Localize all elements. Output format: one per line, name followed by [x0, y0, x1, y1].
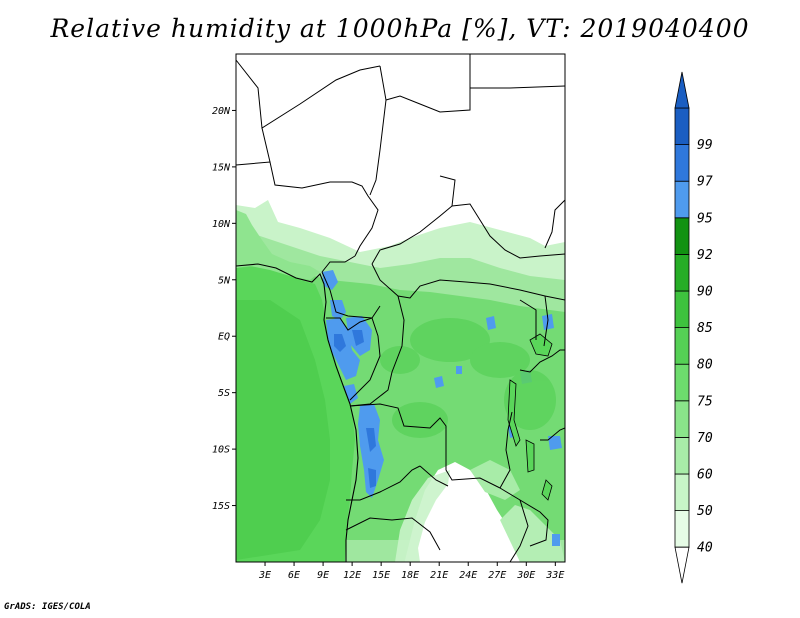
colorbar-label: 50 [697, 504, 713, 519]
lon-tick-label: 3E [258, 570, 271, 581]
west-coast-humid [236, 210, 320, 280]
humidity-field [236, 54, 565, 562]
lat-tick-label: 15N [212, 162, 231, 173]
map-frame [235, 53, 566, 563]
light-south-ring [395, 470, 450, 562]
colorbar-label: 90 [697, 285, 713, 300]
lon-tick-label: 24E [459, 570, 477, 581]
ocean-dark-patch [236, 300, 330, 560]
colorbar-swatch [674, 436, 690, 475]
colorbar: 40 50 60 70 75 80 85 90 92 95 97 99 [674, 71, 713, 584]
se-lighter-zone [470, 460, 520, 500]
colorbar-max-arrow [674, 71, 690, 109]
lat-tick-label: 10N [212, 219, 231, 230]
colorbar-swatch [674, 327, 690, 365]
colorbar-label: 75 [697, 394, 713, 409]
colorbar-swatch [674, 473, 690, 511]
light-south-east [500, 505, 565, 562]
colorbar-label: 95 [697, 211, 713, 226]
lon-tick-label: 15E [372, 570, 390, 581]
colorbar-swatch [674, 510, 690, 548]
lat-tick-label: 5S [218, 388, 230, 399]
longitude-axis: 3E 6E 9E 12E 15E 18E 21E 24E 27E 30E 33E [258, 562, 564, 581]
lon-tick-label: 9E [317, 570, 329, 581]
colorbar-swatch [674, 253, 690, 292]
colorbar-label: 70 [697, 431, 713, 446]
central-basin-darker [380, 318, 556, 438]
lat-tick-label: EQ [218, 332, 230, 343]
latitude-axis: 20N 15N 10N 5N EQ 5S 10S 15S [212, 106, 236, 512]
lon-tick-label: 12E [343, 570, 361, 581]
colorbar-min-arrow [674, 546, 690, 584]
country-borders [236, 54, 565, 562]
lon-tick-label: 21E [430, 570, 448, 581]
colorbar-swatch [674, 290, 690, 328]
lat-tick-label: 10S [212, 445, 230, 456]
colorbar-swatch [674, 107, 690, 145]
colorbar-label: 99 [697, 138, 713, 153]
colorbar-label: 92 [697, 248, 713, 263]
colorbar-swatch [674, 180, 690, 219]
lat-tick-label: 15S [212, 501, 230, 512]
colorbar-swatch [674, 400, 690, 438]
lat-tick-label: 5N [218, 275, 231, 286]
colorbar-swatch [674, 363, 690, 402]
lat-tick-label: 20N [212, 106, 231, 117]
colorbar-label: 80 [697, 358, 713, 373]
lon-tick-label: 33E [545, 570, 564, 581]
coastline [236, 263, 359, 562]
colorbar-label: 97 [697, 175, 713, 190]
colorbar-swatch [674, 144, 690, 182]
lon-tick-label: 30E [516, 570, 535, 581]
lon-tick-label: 6E [288, 570, 300, 581]
grads-credit: GrADS: IGES/COLA [4, 602, 91, 612]
lon-tick-label: 27E [488, 570, 506, 581]
colorbar-label: 60 [697, 468, 713, 483]
map-title: Relative humidity at 1000hPa [%], VT: 20… [50, 14, 750, 43]
colorbar-swatch [674, 217, 690, 255]
colorbar-label: 40 [697, 541, 713, 556]
colorbar-label: 85 [697, 321, 713, 336]
lon-tick-label: 18E [401, 570, 419, 581]
